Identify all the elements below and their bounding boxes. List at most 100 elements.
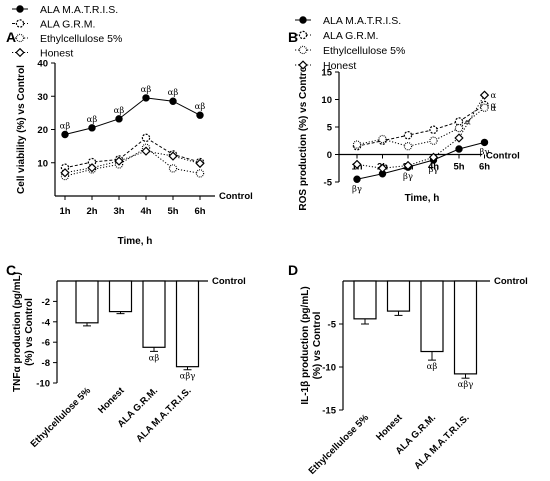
legend-marker-b [298, 30, 308, 40]
y-axis-title-a: Cell viability (%) vs Control [16, 65, 27, 194]
series-line-a [64, 97, 201, 135]
y-tick-label-c: -4 [42, 317, 51, 328]
data-annotation-a: αβ [195, 102, 206, 112]
legend-label-b: Honest [323, 60, 356, 72]
y-tick-label-a: 10 [37, 158, 48, 169]
data-point-a [195, 158, 205, 169]
data-point-b [352, 159, 362, 170]
data-point-b [403, 160, 413, 171]
y-axis-title-d: (%) vs Control [312, 311, 323, 379]
data-annotation-a: αβ [60, 121, 71, 131]
data-point-b [480, 138, 489, 147]
y-tick-label-c: -6 [42, 338, 50, 349]
y-tick-label-b: -5 [324, 178, 333, 189]
x-tick-label-a: 3h [113, 206, 124, 217]
legend-marker-a [15, 33, 25, 43]
y-tick-label-d: -15 [322, 406, 336, 417]
data-point-b [454, 117, 464, 126]
legend-marker-a [15, 19, 25, 28]
y-tick-label-b: 10 [321, 95, 332, 106]
data-point-a [168, 164, 178, 173]
data-point-b [377, 163, 388, 173]
data-point-a [169, 97, 177, 105]
series-line-a [64, 150, 201, 174]
series-line-b [356, 141, 485, 180]
data-point-a [196, 111, 204, 119]
bar-d [386, 280, 411, 312]
y-tick-label-d: -5 [328, 320, 337, 331]
x-tick-label-a: 4h [140, 206, 151, 217]
data-point-a [87, 163, 97, 173]
data-annotation-b: α [465, 118, 471, 128]
data-point-b [480, 103, 489, 112]
x-tick-label-c: Ethylcellulose 5% [29, 385, 94, 450]
data-point-b [429, 125, 438, 134]
x-tick-label-d: Honest [374, 412, 405, 443]
baseline-label-c: Control [212, 276, 246, 287]
bar-c [75, 280, 99, 324]
y-tick-label-a: 40 [37, 59, 48, 70]
y-tick-label-c: -10 [36, 379, 50, 390]
legend-marker-b [299, 16, 307, 24]
panel-label-a: A [6, 29, 16, 45]
data-point-a [142, 94, 150, 102]
y-tick-label-b: 5 [327, 123, 333, 134]
data-point-a [88, 124, 96, 132]
data-annotation-b: βγ [480, 147, 490, 157]
data-annotation-a: αβ [87, 115, 98, 125]
y-tick-label-b: 0 [327, 150, 332, 161]
data-annotation-b: βγ [352, 184, 362, 194]
data-point-b [353, 175, 361, 183]
data-annotation-a: αβ [114, 106, 125, 116]
series-line-a [64, 137, 201, 169]
data-point-b [378, 134, 387, 144]
data-point-b [454, 133, 464, 143]
legend-label-a: ALA M.A.T.R.I.S. [40, 4, 118, 16]
y-tick-label-c: -8 [42, 358, 50, 369]
data-point-a [60, 168, 70, 178]
bar-c [175, 280, 200, 368]
data-point-b [429, 136, 438, 145]
legend-label-b: ALA M.A.T.R.I.S. [323, 15, 401, 27]
legend-label-a: ALA G.R.M. [40, 19, 95, 31]
data-point-a [141, 133, 151, 143]
legend-label-b: ALA G.R.M. [323, 30, 378, 42]
x-axis-title-b: Time, h [405, 193, 440, 204]
x-tick-label-b: 5h [453, 162, 464, 173]
data-annotation-a: αβ [168, 88, 179, 98]
data-annotation-d: αβγ [458, 380, 474, 390]
y-tick-label-d: -10 [322, 363, 336, 374]
data-point-b [403, 131, 413, 140]
bar-d [353, 280, 377, 320]
legend-label-b: Ethylcellulose 5% [323, 45, 405, 57]
y-axis-title-d: IL-1β production (pg/mL) [300, 286, 311, 404]
data-annotation-b: α [491, 91, 497, 101]
x-tick-label-b: 6h [479, 162, 490, 173]
x-tick-label-a: 6h [194, 206, 205, 217]
data-point-b [479, 90, 490, 100]
series-line-b [356, 94, 485, 169]
data-annotation-d: αβ [427, 362, 438, 372]
data-point-a [115, 115, 123, 123]
x-tick-label-a: 2h [86, 206, 97, 217]
baseline-label-b: Control [486, 151, 520, 162]
data-point-a [87, 157, 97, 167]
legend-marker-a [15, 47, 25, 58]
y-axis-title-c: TNFα production (pg/mL) [12, 272, 23, 392]
y-tick-label-a: 30 [37, 92, 48, 103]
x-tick-label-d: Ethylcellulose 5% [307, 412, 372, 477]
bar-d [453, 280, 478, 375]
baseline-label-a: Control [219, 191, 253, 202]
data-point-a [114, 156, 124, 166]
data-point-b [454, 123, 464, 133]
y-tick-label-c: -2 [42, 297, 50, 308]
data-annotation-b: α [491, 104, 497, 114]
panel-label-c: C [6, 262, 16, 278]
data-annotation-a: αβ [141, 85, 152, 95]
data-point-a [60, 163, 70, 172]
data-point-b [352, 140, 362, 149]
bar-d [420, 280, 444, 353]
x-tick-label-b: 4h [428, 162, 439, 173]
x-tick-label-a: 5h [167, 206, 178, 217]
